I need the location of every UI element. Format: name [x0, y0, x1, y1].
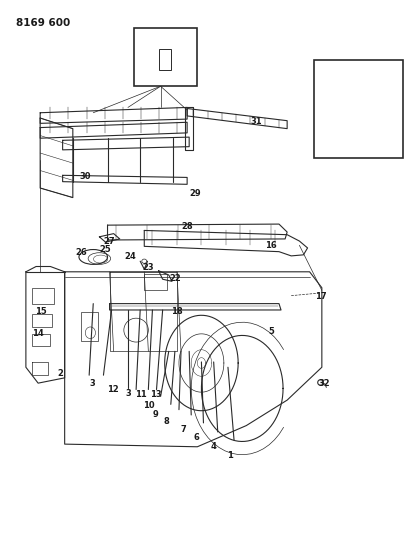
Bar	[32, 334, 51, 346]
Text: 16: 16	[265, 241, 277, 250]
Text: 30: 30	[79, 172, 91, 181]
Text: 3: 3	[125, 389, 131, 398]
Text: 21: 21	[165, 63, 177, 72]
Bar	[159, 49, 171, 70]
Text: 7: 7	[180, 425, 186, 434]
Text: 32: 32	[318, 378, 330, 387]
Text: 19: 19	[335, 124, 346, 133]
Bar	[333, 116, 341, 126]
Text: 24: 24	[124, 253, 136, 262]
Text: 27: 27	[104, 237, 115, 246]
Text: 26: 26	[75, 248, 87, 257]
Text: 29: 29	[189, 189, 201, 198]
Text: 12: 12	[106, 385, 118, 394]
Text: 22: 22	[169, 273, 181, 282]
Text: 3: 3	[89, 378, 95, 387]
Text: 15: 15	[35, 307, 47, 316]
Text: 1: 1	[227, 451, 233, 461]
Bar	[32, 288, 55, 304]
Text: 8: 8	[164, 417, 170, 426]
Text: 13: 13	[150, 390, 162, 399]
Text: 6: 6	[194, 433, 199, 442]
Text: 8169 600: 8169 600	[16, 18, 70, 28]
Text: 2: 2	[58, 369, 64, 378]
Text: 23: 23	[143, 263, 154, 272]
Bar	[134, 28, 197, 86]
Text: 10: 10	[143, 401, 155, 410]
Bar	[81, 312, 98, 341]
Bar	[32, 314, 52, 327]
Text: 18: 18	[171, 307, 183, 316]
Text: 9: 9	[153, 410, 159, 419]
Text: 5: 5	[268, 327, 274, 336]
Text: 20: 20	[375, 103, 387, 112]
Text: 14: 14	[32, 329, 44, 338]
Bar	[314, 60, 404, 158]
Text: 4: 4	[211, 442, 217, 451]
Bar	[144, 274, 167, 290]
Text: 28: 28	[181, 222, 193, 231]
Text: 17: 17	[315, 292, 326, 301]
Text: 11: 11	[135, 390, 147, 399]
Text: 25: 25	[99, 245, 111, 254]
Text: 31: 31	[251, 117, 262, 126]
